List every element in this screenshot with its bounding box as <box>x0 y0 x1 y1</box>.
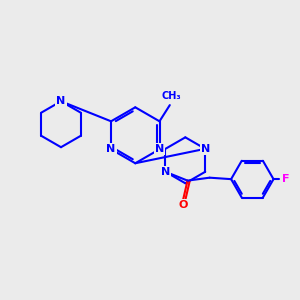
Text: N: N <box>201 144 210 154</box>
Text: O: O <box>178 200 188 210</box>
Text: N: N <box>161 167 170 177</box>
Text: CH₃: CH₃ <box>161 91 181 101</box>
Text: N: N <box>106 144 116 154</box>
Text: F: F <box>282 174 290 184</box>
Text: N: N <box>155 144 164 154</box>
Text: N: N <box>56 96 66 106</box>
